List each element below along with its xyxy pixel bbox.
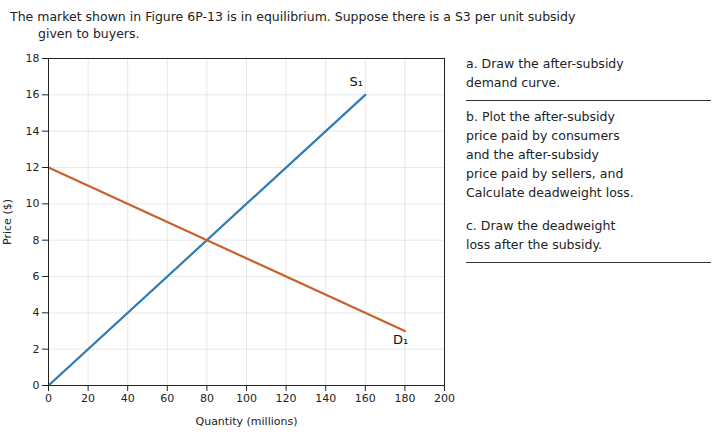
html-text:given to buyers.: given to buyers. <box>38 26 140 41</box>
svg-text:0: 0 <box>33 379 40 392</box>
svg-text:4: 4 <box>33 306 40 319</box>
svg-text:200: 200 <box>434 392 455 405</box>
svg-text:120: 120 <box>276 392 297 405</box>
svg-text:10: 10 <box>26 197 40 210</box>
svg-text:60: 60 <box>160 392 174 405</box>
svg-text:S₁: S₁ <box>349 74 362 89</box>
svg-text:6: 6 <box>33 270 40 283</box>
svg-text:12: 12 <box>26 161 40 174</box>
html-text:demand curve.: demand curve. <box>466 75 561 90</box>
html-text:a. Draw the after-subsidy: a. Draw the after-subsidy <box>466 56 624 71</box>
svg-text:14: 14 <box>26 125 40 138</box>
svg-text:140: 140 <box>315 392 336 405</box>
html-text:b. Plot the after-subsidy: b. Plot the after-subsidy <box>466 109 615 124</box>
svg-text:2: 2 <box>33 343 40 356</box>
html-text:price paid by sellers, and: price paid by sellers, and <box>466 166 624 181</box>
svg-text:100: 100 <box>236 392 257 405</box>
html-text:c. Draw the deadweight: c. Draw the deadweight <box>466 218 616 233</box>
svg-text:D₁: D₁ <box>393 332 408 347</box>
svg-text:20: 20 <box>81 392 95 405</box>
svg-text:Quantity (millions): Quantity (millions) <box>196 415 298 428</box>
html-text:Calculate deadweight loss.: Calculate deadweight loss. <box>466 185 634 200</box>
svg-text:160: 160 <box>355 392 376 405</box>
svg-text:0: 0 <box>45 392 52 405</box>
svg-text:Price ($): Price ($) <box>1 199 14 245</box>
svg-text:18: 18 <box>26 52 40 65</box>
svg-text:16: 16 <box>26 88 40 101</box>
html-text:The market shown in Figure 6P-: The market shown in Figure 6P-13 is in e… <box>10 9 576 24</box>
html-text:price paid by consumers: price paid by consumers <box>466 128 620 143</box>
svg-text:40: 40 <box>121 392 135 405</box>
svg-text:8: 8 <box>33 234 40 247</box>
svg-text:180: 180 <box>394 392 415 405</box>
svg-text:80: 80 <box>200 392 214 405</box>
html-text:loss after the subsidy.: loss after the subsidy. <box>466 237 602 252</box>
html-text:and the after-subsidy: and the after-subsidy <box>466 147 599 162</box>
